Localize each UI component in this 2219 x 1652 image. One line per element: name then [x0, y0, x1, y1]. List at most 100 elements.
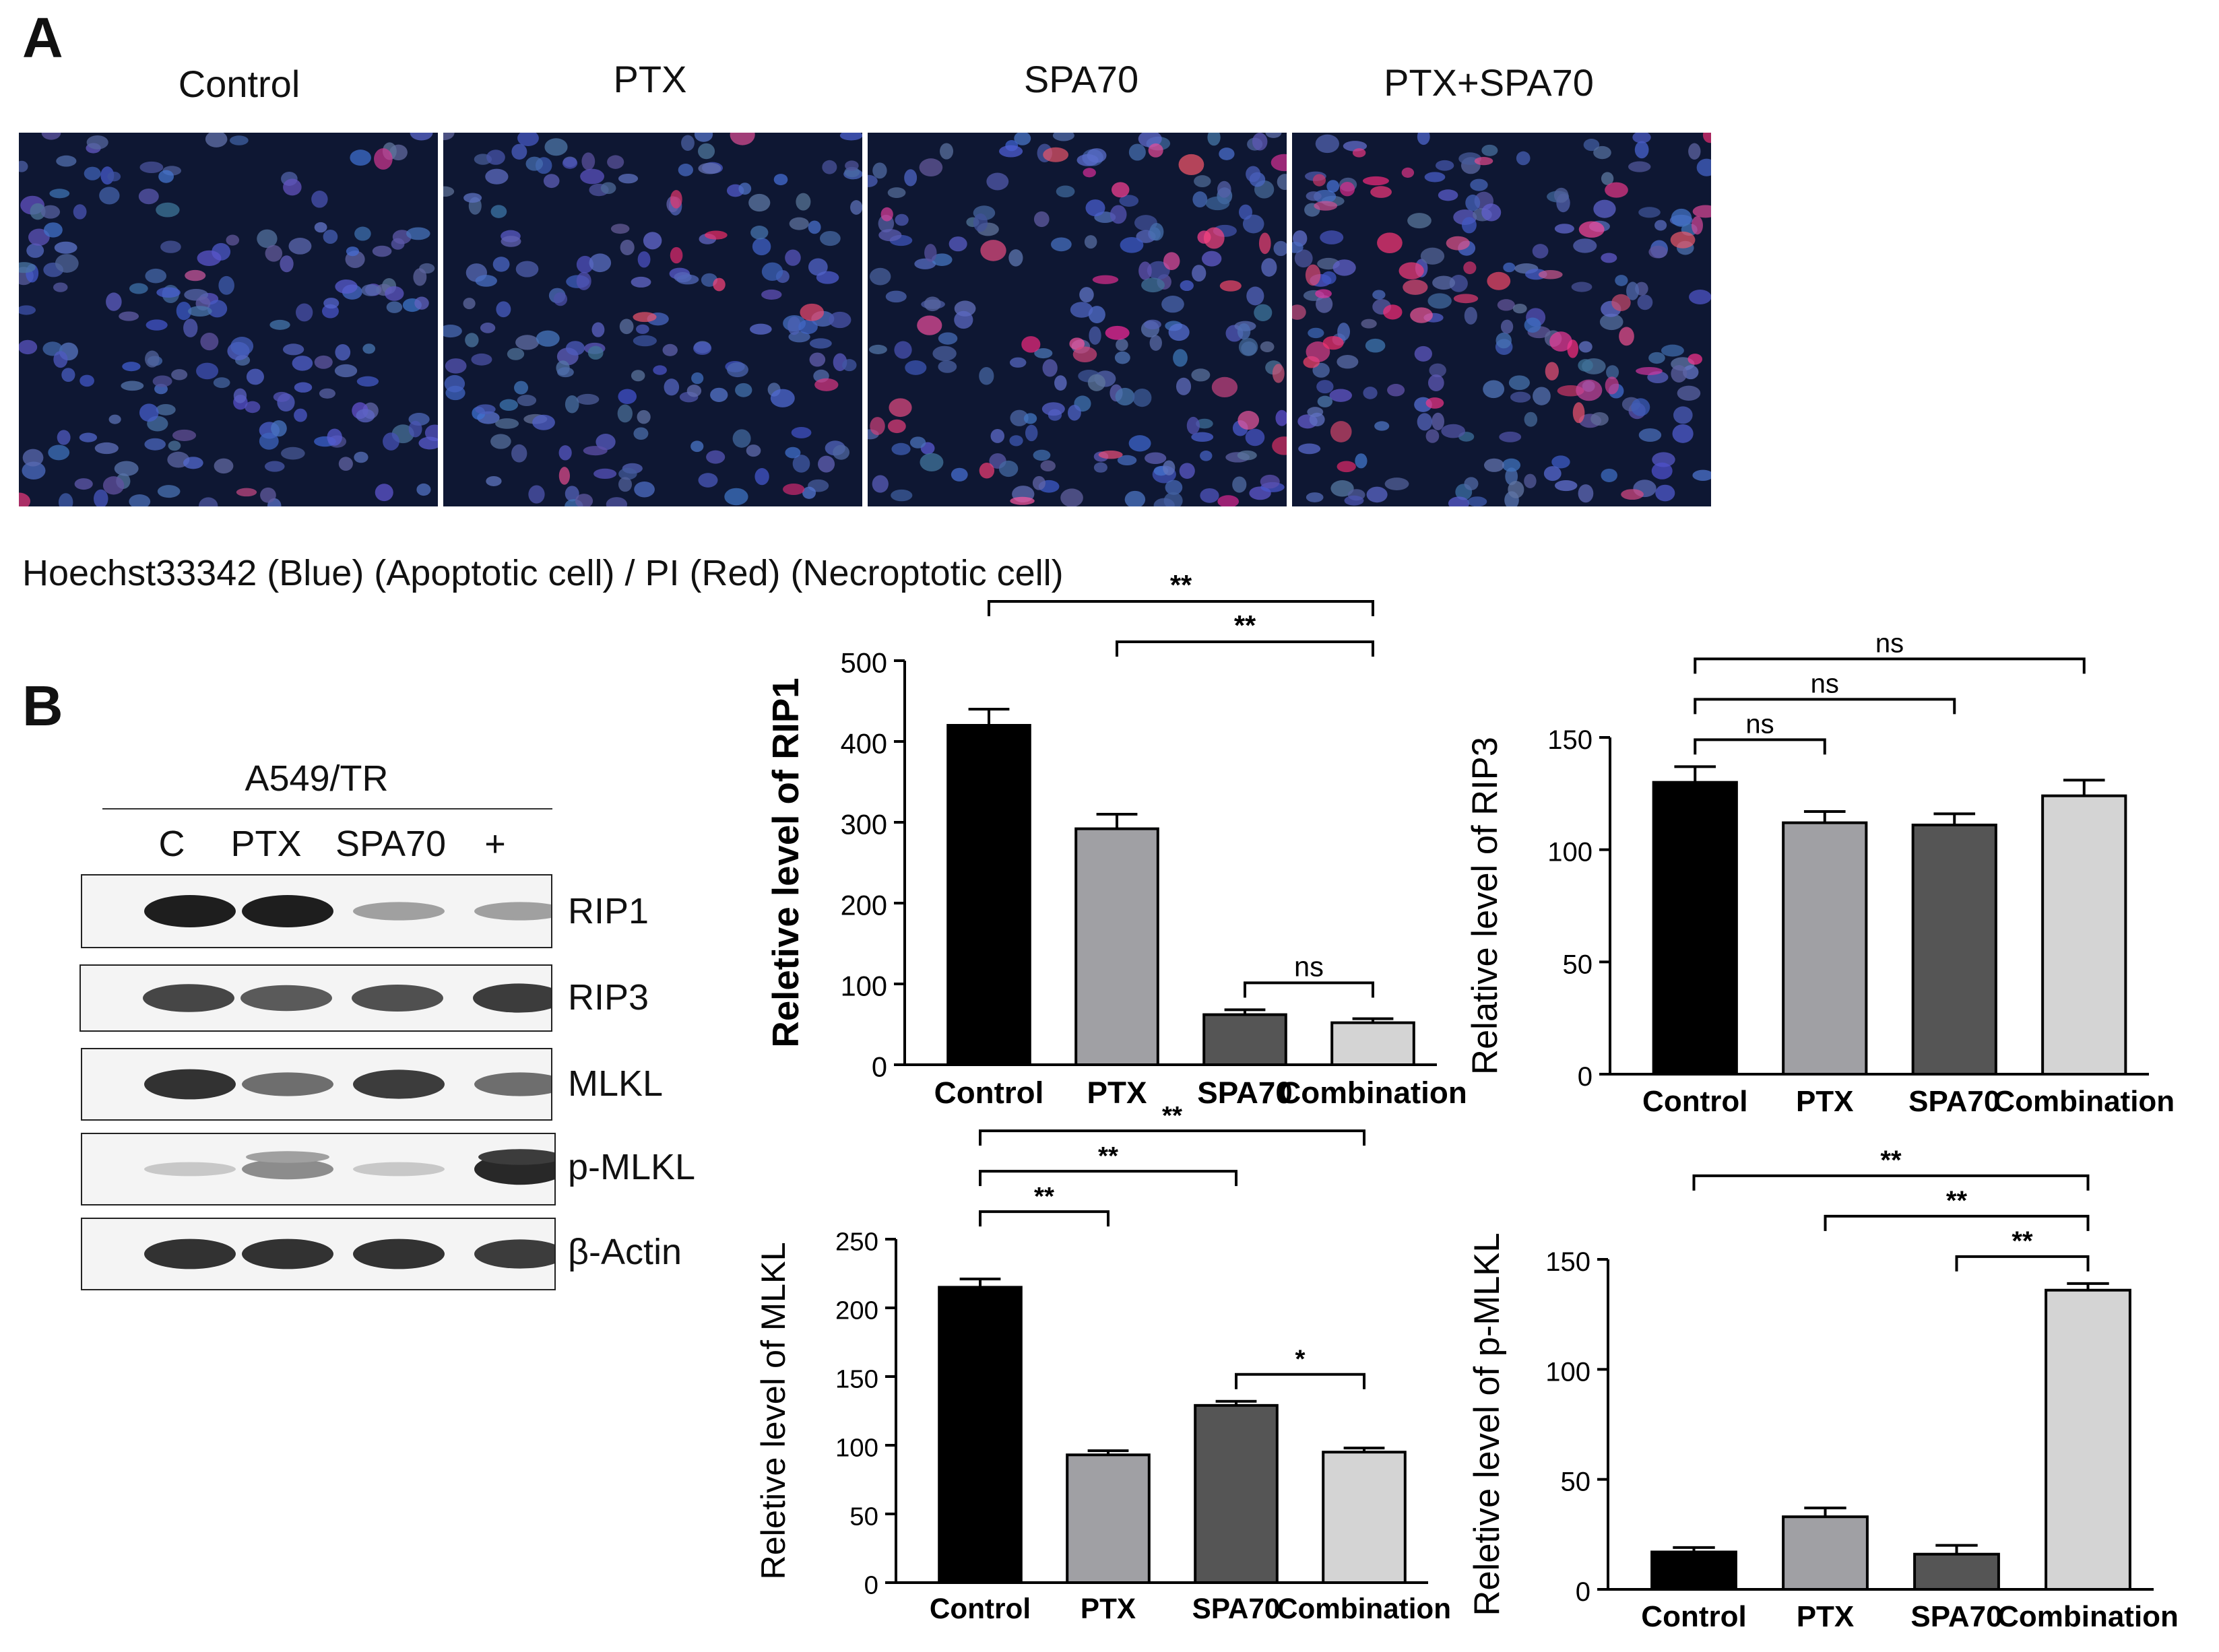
nucleus-blue: [1638, 207, 1661, 218]
nucleus-blue: [1417, 133, 1430, 145]
nucleus-blue: [416, 483, 431, 496]
nucleus-blue: [1192, 265, 1207, 282]
nucleus-blue: [1192, 191, 1208, 208]
nucleus-blue: [808, 220, 821, 234]
nucleus-blue: [511, 143, 527, 160]
nucleus-blue: [1145, 452, 1167, 465]
x-tick-label: Control: [930, 1593, 1031, 1624]
lane-label-ptx: PTX: [230, 824, 302, 864]
blot-mlkl: [81, 1048, 552, 1121]
nucleus-blue: [233, 388, 247, 403]
nucleus-blue: [199, 497, 218, 506]
nucleus-blue: [1432, 275, 1456, 290]
nucleus-blue: [183, 319, 198, 337]
necroptotic-cell-red: [1072, 346, 1097, 362]
nucleus-blue: [637, 251, 651, 268]
nucleus-blue: [633, 335, 657, 347]
nucleus-blue: [1060, 488, 1083, 506]
nucleus-blue: [1551, 455, 1570, 469]
nucleus-blue: [1688, 143, 1701, 160]
nucleus-blue: [809, 338, 832, 349]
x-tick-label: PTX: [1796, 1085, 1854, 1118]
nucleus-blue: [1654, 220, 1667, 231]
nucleus-blue: [662, 343, 678, 356]
nucleus-blue: [338, 457, 353, 471]
nucleus-blue: [676, 274, 699, 285]
nucleus-blue: [948, 236, 967, 252]
nucleus-blue: [43, 222, 63, 238]
bar-combination: [2041, 794, 2127, 1076]
nucleus-blue: [1637, 294, 1653, 310]
blot-band: [143, 984, 234, 1012]
nucleus-blue: [1407, 213, 1432, 229]
nucleus-blue: [22, 461, 46, 480]
nucleus-blue: [515, 335, 540, 350]
nucleus-blue: [1481, 144, 1498, 156]
necroptotic-cell-red: [917, 315, 942, 335]
nucleus-blue: [1008, 249, 1023, 267]
nucleus-blue: [1079, 287, 1094, 303]
nucleus-blue: [245, 401, 261, 414]
nucleus-blue: [678, 163, 693, 176]
nucleus-blue: [354, 226, 371, 241]
nucleus-blue: [1554, 224, 1574, 234]
nucleus-blue: [999, 145, 1023, 158]
y-axis-label: Reletive level of MLKL: [754, 1242, 792, 1579]
significance-bracket: [979, 1210, 1110, 1227]
necroptotic-cell-red: [1362, 176, 1389, 186]
nucleus-blue: [1441, 424, 1466, 438]
nucleus-blue: [1306, 191, 1322, 201]
micrograph-spa70: [868, 133, 1287, 506]
nucleus-blue: [1147, 261, 1170, 280]
necroptotic-cell-red: [1305, 264, 1321, 286]
x-tick-label: Combination: [1997, 1600, 2179, 1633]
nucleus-blue: [1632, 133, 1651, 143]
nucleus-blue: [1448, 496, 1470, 506]
nucleus-blue: [938, 332, 958, 345]
nucleus-blue: [618, 389, 637, 404]
y-tick-label: 150: [835, 1364, 878, 1393]
nucleus-blue: [1294, 249, 1313, 268]
y-tick-label: 200: [841, 890, 887, 921]
blot-band: [144, 1162, 236, 1177]
nucleus-blue: [94, 489, 108, 506]
nucleus-blue: [576, 255, 594, 273]
nucleus-blue: [1326, 180, 1340, 193]
nucleus-blue: [55, 254, 79, 273]
blot-band: [240, 985, 332, 1012]
nucleus-blue: [86, 135, 108, 150]
necroptotic-cell-red: [1339, 181, 1355, 197]
nucleus-blue: [226, 234, 240, 246]
necroptotic-cell-red: [979, 463, 995, 479]
nucleus-blue: [792, 455, 810, 473]
nucleus-blue: [139, 161, 164, 173]
nucleus-blue: [1194, 175, 1211, 188]
nucleus-blue: [314, 222, 327, 233]
necroptotic-cell-red: [1383, 304, 1403, 320]
y-axis-label: Relative level of RIP3: [1465, 737, 1505, 1075]
nucleus-blue: [1337, 355, 1359, 369]
nucleus-blue: [1032, 475, 1046, 490]
nucleus-blue: [891, 489, 913, 502]
necroptotic-cell-red: [1370, 186, 1392, 198]
nucleus-blue: [129, 283, 148, 294]
nucleus-blue: [973, 213, 988, 232]
nucleus-blue: [1116, 338, 1128, 352]
necroptotic-cell-red: [1271, 154, 1287, 172]
nucleus-blue: [872, 475, 889, 493]
nucleus-blue: [1648, 352, 1665, 364]
nucleus-blue: [1009, 357, 1027, 368]
nucleus-blue: [1503, 262, 1516, 273]
nucleus-blue: [408, 420, 422, 438]
nucleus-blue: [839, 133, 862, 141]
nucleus-blue: [1308, 327, 1324, 339]
nucleus-blue: [951, 467, 968, 482]
nucleus-blue: [750, 323, 772, 335]
nucleus-blue: [791, 426, 812, 438]
necroptotic-cell-red: [1670, 231, 1696, 249]
nucleus-blue: [829, 311, 851, 329]
nucleus-blue: [1207, 133, 1221, 146]
necroptotic-cell-red: [236, 488, 257, 497]
nucleus-blue: [49, 189, 70, 199]
nucleus-blue: [1237, 323, 1251, 340]
